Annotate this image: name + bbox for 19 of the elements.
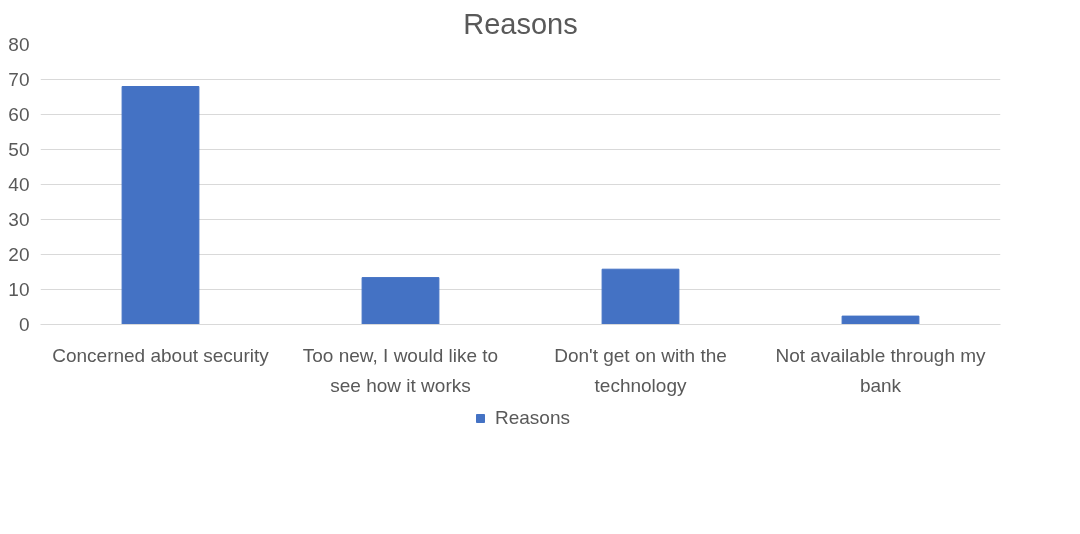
- category-label: Don't get on with the technology: [554, 344, 727, 396]
- y-tick-label: 80: [8, 34, 30, 55]
- x-tick-label: Concerned about security: [52, 344, 270, 366]
- chart-title: Reasons: [463, 7, 578, 40]
- category-label: Too new, I would like to see how it works: [302, 344, 499, 396]
- y-tick-label: 60: [8, 104, 30, 125]
- y-tick-label: 20: [8, 244, 30, 265]
- bar: [121, 86, 200, 325]
- bar: [601, 268, 680, 325]
- y-tick-label: 0: [18, 314, 30, 335]
- legend-label: Reasons: [495, 407, 570, 429]
- category-label: Not available through my bank: [775, 344, 986, 396]
- y-tick-label: 30: [8, 209, 30, 230]
- y-tick-label: 40: [8, 174, 30, 195]
- bar: [361, 277, 440, 325]
- y-tick-label: 70: [8, 69, 30, 90]
- y-tick-label: 10: [8, 279, 30, 300]
- bar: [841, 315, 920, 325]
- y-tick-label: 50: [8, 139, 30, 160]
